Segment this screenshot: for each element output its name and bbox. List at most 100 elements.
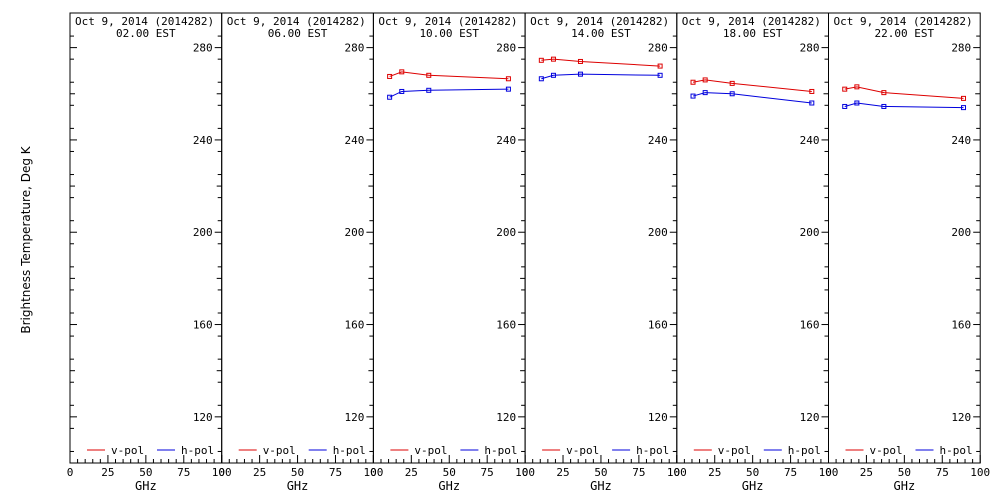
data-point-h-pol xyxy=(842,103,848,109)
data-point-h-pol xyxy=(538,76,544,82)
y-tick-label: 280 xyxy=(345,42,365,55)
data-point-h-pol xyxy=(577,71,583,77)
series-v-pol xyxy=(387,69,511,82)
y-tick-label: 120 xyxy=(800,411,820,424)
panel-3: 0 25 50 75 100 GHz 120 160 200 240 280 Oct 9, 2014 … xyxy=(370,12,535,493)
y-tick-label: 160 xyxy=(496,319,516,332)
legend-label-v-pol: v-pol xyxy=(414,444,447,457)
data-point-v-pol xyxy=(505,76,511,82)
x-tick-label: 25 xyxy=(405,466,418,479)
data-point-v-pol xyxy=(550,56,556,62)
data-point-v-pol xyxy=(854,84,860,90)
x-tick-label: 50 xyxy=(139,466,152,479)
data-point-h-pol xyxy=(387,94,393,100)
panel-legend: v-pol h-pol xyxy=(390,444,518,457)
x-tick-label: 100 xyxy=(970,466,990,479)
data-point-h-pol xyxy=(961,105,967,111)
panel-title-time: 10.00 EST xyxy=(419,27,479,40)
data-point-v-pol xyxy=(961,95,967,101)
data-point-v-pol xyxy=(702,77,708,83)
data-point-v-pol xyxy=(842,86,848,92)
data-point-v-pol xyxy=(657,63,663,69)
y-tick-label: 240 xyxy=(951,134,971,147)
y-tick-label: 120 xyxy=(648,411,668,424)
panel-legend: v-pol h-pol xyxy=(542,444,669,457)
x-tick-label: 75 xyxy=(936,466,949,479)
x-tick-label: 25 xyxy=(253,466,266,479)
x-tick-label: 25 xyxy=(708,466,721,479)
y-tick-label: 200 xyxy=(193,226,213,239)
y-tick-label: 200 xyxy=(648,226,668,239)
series-v-pol xyxy=(842,84,967,101)
panel-title-date: Oct 9, 2014 (2014282) xyxy=(682,15,821,28)
y-axis-label: Brightness Temperature, Deg K xyxy=(19,145,33,333)
x-tick-label: 75 xyxy=(177,466,190,479)
x-axis-ticks: 0 25 50 75 100 xyxy=(370,455,535,479)
y-tick-label: 200 xyxy=(800,226,820,239)
data-point-h-pol xyxy=(505,86,511,92)
panel-legend: v-pol h-pol xyxy=(87,444,214,457)
data-point-h-pol xyxy=(702,90,708,96)
data-point-h-pol xyxy=(729,91,735,97)
panel-title-date: Oct 9, 2014 (2014282) xyxy=(530,15,669,28)
y-tick-label: 280 xyxy=(193,42,213,55)
data-point-v-pol xyxy=(690,79,696,85)
y-tick-label: 160 xyxy=(648,319,668,332)
y-tick-label: 120 xyxy=(193,411,213,424)
x-tick-label: 100 xyxy=(363,466,383,479)
legend-label-v-pol: v-pol xyxy=(718,444,751,457)
y-tick-label: 240 xyxy=(496,134,516,147)
y-axis-ticks: 120 160 200 240 280 xyxy=(951,35,981,464)
x-tick-label: 100 xyxy=(667,466,687,479)
y-axis-ticks: 120 160 200 240 280 xyxy=(70,35,222,464)
data-point-h-pol xyxy=(809,100,815,106)
series-h-pol xyxy=(842,100,967,111)
y-tick-label: 240 xyxy=(648,134,668,147)
y-tick-label: 120 xyxy=(496,411,516,424)
data-point-h-pol xyxy=(690,93,696,99)
legend-label-h-pol: h-pol xyxy=(788,444,821,457)
y-axis-ticks: 120 160 200 240 280 xyxy=(345,35,374,464)
series-line-v-pol xyxy=(844,86,964,99)
y-tick-label: 280 xyxy=(496,42,516,55)
x-axis-label: GHz xyxy=(742,479,764,493)
panel-4: 0 25 50 75 100 GHz 120 160 200 240 280 Oct 9, 2014 … xyxy=(522,12,687,493)
series-h-pol xyxy=(387,86,511,100)
y-tick-label: 200 xyxy=(496,226,516,239)
x-axis-label: GHz xyxy=(135,479,157,493)
data-point-v-pol xyxy=(399,69,405,75)
legend-label-v-pol: v-pol xyxy=(870,444,903,457)
panel-2: 0 25 50 75 100 GHz 120 160 200 240 280 Oct 9, 2014 … xyxy=(218,12,383,493)
y-tick-label: 160 xyxy=(193,319,213,332)
y-tick-label: 240 xyxy=(800,134,820,147)
panel-title-date: Oct 9, 2014 (2014282) xyxy=(834,15,973,28)
y-tick-label: 280 xyxy=(951,42,971,55)
series-v-pol xyxy=(538,56,663,69)
series-v-pol xyxy=(690,77,815,94)
x-tick-label: 0 xyxy=(522,466,529,479)
data-point-h-pol xyxy=(426,87,432,93)
panel-1: 0 25 50 75 100 GHz 120 160 200 240 280 Oct 9, 2014 … xyxy=(67,12,232,493)
y-axis-ticks: 120 160 200 240 280 xyxy=(648,35,677,464)
x-tick-label: 75 xyxy=(632,466,645,479)
data-point-h-pol xyxy=(399,88,405,94)
data-point-v-pol xyxy=(729,80,735,86)
series-h-pol xyxy=(690,90,815,106)
y-axis-ticks: 120 160 200 240 280 xyxy=(800,35,829,464)
y-tick-label: 280 xyxy=(648,42,668,55)
data-point-v-pol xyxy=(881,90,887,96)
data-point-v-pol xyxy=(577,58,583,64)
series-line-v-pol xyxy=(692,79,812,92)
series-line-h-pol xyxy=(389,88,509,98)
series-line-v-pol xyxy=(389,71,509,80)
series-line-v-pol xyxy=(541,58,661,67)
y-tick-label: 120 xyxy=(951,411,971,424)
x-axis-ticks: 0 25 50 75 100 xyxy=(522,455,687,479)
data-point-v-pol xyxy=(387,73,393,79)
x-tick-label: 100 xyxy=(515,466,535,479)
data-point-v-pol xyxy=(426,72,432,78)
x-axis-ticks: 0 25 50 75 100 xyxy=(825,455,990,479)
